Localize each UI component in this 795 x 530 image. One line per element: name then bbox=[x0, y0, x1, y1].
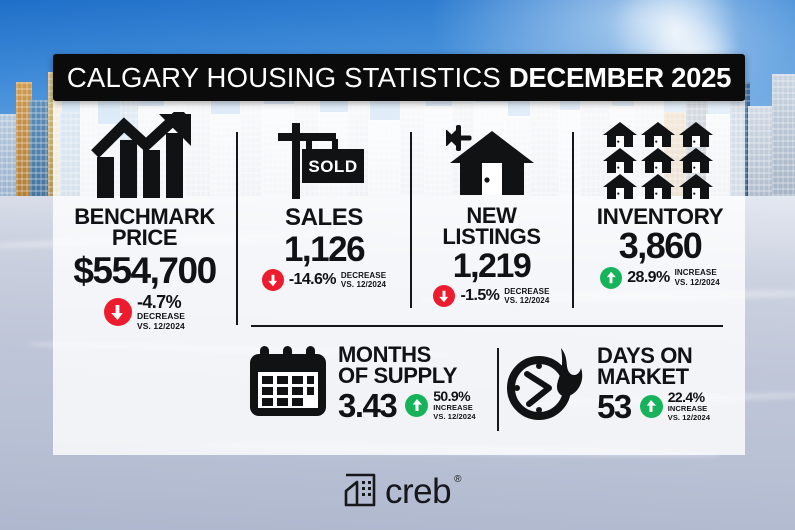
arrow-down-icon bbox=[261, 269, 284, 292]
title-bar: CALGARY HOUSING STATISTICS DECEMBER 2025 bbox=[53, 54, 745, 101]
title-main: CALGARY HOUSING STATISTICS bbox=[66, 61, 501, 93]
svg-text:SOLD: SOLD bbox=[308, 157, 357, 176]
sales-label: SALES bbox=[284, 204, 364, 231]
inventory-value: 3,860 bbox=[618, 225, 703, 267]
inventory-change-badge: 28.9% INCREASE VS. 12/2024 bbox=[576, 266, 744, 289]
registered-trademark-icon: ® bbox=[454, 474, 462, 485]
divider-vertical-sales bbox=[410, 132, 412, 308]
page-title: CALGARY HOUSING STATISTICS DECEMBER 2025 bbox=[66, 61, 732, 94]
creb-house-mark-icon bbox=[344, 473, 376, 512]
supply-value: 3.43 bbox=[338, 386, 398, 424]
inventory-change-pct: 28.9% bbox=[627, 268, 670, 286]
benchmark-change-vs: VS. 12/2024 bbox=[136, 320, 185, 331]
dom-label-line1: DAYS ON bbox=[597, 343, 693, 369]
benchmark-value: $554,700 bbox=[73, 249, 217, 291]
sold-sign-icon: SOLD bbox=[240, 120, 408, 202]
supply-label: MONTHS OF SUPPLY bbox=[338, 342, 496, 389]
bar-chart-arrow-up-icon bbox=[53, 108, 236, 200]
stat-sales: SOLD SALES 1,126 -14.6% DECREASE VS. 12/… bbox=[240, 120, 408, 292]
divider-vertical-listings bbox=[572, 132, 574, 308]
calendar-icon bbox=[248, 344, 328, 423]
inventory-label: INVENTORY bbox=[596, 204, 724, 229]
benchmark-change-pct: -4.7% bbox=[136, 291, 182, 312]
supply-change-badge: 50.9% INCREASE VS. 12/2024 bbox=[405, 388, 476, 421]
stat-benchmark-price: BENCHMARK PRICE $554,700 -4.7% DECREASE … bbox=[53, 108, 236, 331]
inventory-change-dir: INCREASE bbox=[674, 268, 717, 278]
new-listings-value: 1,219 bbox=[452, 246, 532, 285]
divider-vertical-benchmark bbox=[236, 132, 238, 325]
dom-label-line2: MARKET bbox=[597, 364, 689, 390]
sales-change-vs: VS. 12/2024 bbox=[340, 280, 387, 290]
flaming-clock-icon bbox=[505, 344, 589, 425]
arrow-down-icon bbox=[103, 298, 132, 327]
divider-horizontal bbox=[251, 325, 723, 327]
dom-change-vs: VS. 12/2024 bbox=[667, 412, 711, 422]
supply-label-line2: OF SUPPLY bbox=[338, 363, 458, 389]
title-month: DECEMBER 2025 bbox=[508, 61, 732, 93]
supply-label-line1: MONTHS bbox=[338, 342, 431, 368]
supply-change-pct: 50.9% bbox=[433, 388, 470, 405]
benchmark-change-dir: DECREASE bbox=[136, 310, 186, 321]
benchmark-change-badge: -4.7% DECREASE VS. 12/2024 bbox=[53, 293, 236, 332]
new-listings-label-line2: LISTINGS bbox=[442, 223, 541, 249]
benchmark-label-line2: PRICE bbox=[111, 224, 178, 250]
arrow-up-icon bbox=[600, 266, 623, 289]
benchmark-label: BENCHMARK PRICE bbox=[53, 204, 236, 250]
dom-change-dir: INCREASE bbox=[667, 404, 708, 414]
sales-value: 1,126 bbox=[283, 229, 366, 269]
stat-new-listings: NEW LISTINGS 1,219 -1.5% DECREASE VS. 12… bbox=[414, 120, 569, 308]
stat-inventory: INVENTORY 3,860 28.9% INCREASE VS. 12/20… bbox=[576, 120, 744, 289]
dom-label: DAYS ON MARKET bbox=[597, 343, 740, 390]
new-house-sparkle-icon bbox=[414, 120, 569, 202]
dom-change-pct: 22.4% bbox=[667, 389, 705, 406]
dom-change-badge: 22.4% INCREASE VS. 12/2024 bbox=[639, 389, 711, 422]
new-listings-change-dir: DECREASE bbox=[504, 286, 550, 296]
new-listings-label: NEW LISTINGS bbox=[414, 203, 569, 249]
supply-change-vs: VS. 12/2024 bbox=[433, 411, 476, 421]
creb-wordmark: creb ® bbox=[384, 472, 462, 512]
sales-change-dir: DECREASE bbox=[340, 270, 387, 280]
creb-logo: creb ® bbox=[0, 472, 795, 512]
arrow-down-icon bbox=[433, 285, 456, 308]
dom-value: 53 bbox=[597, 387, 632, 425]
stat-months-of-supply: MONTHS OF SUPPLY 3.43 50.9% INCREASE VS.… bbox=[248, 344, 496, 423]
nine-houses-grid-icon bbox=[576, 120, 744, 202]
inventory-change-vs: VS. 12/2024 bbox=[674, 277, 720, 287]
new-listings-label-line1: NEW bbox=[466, 203, 517, 228]
new-listings-change-vs: VS. 12/2024 bbox=[504, 296, 550, 306]
new-listings-change-badge: -1.5% DECREASE VS. 12/2024 bbox=[414, 285, 569, 308]
divider-vertical-supply bbox=[497, 348, 499, 431]
sales-change-badge: -14.6% DECREASE VS. 12/2024 bbox=[240, 269, 408, 292]
benchmark-label-line1: BENCHMARK bbox=[74, 204, 215, 229]
sales-change-pct: -14.6% bbox=[288, 271, 337, 289]
new-listings-change-pct: -1.5% bbox=[460, 287, 500, 305]
arrow-up-icon bbox=[639, 394, 663, 418]
creb-brand-text: creb bbox=[384, 472, 452, 511]
stat-days-on-market: DAYS ON MARKET 53 22.4% INCREASE VS. 12/… bbox=[505, 344, 740, 425]
supply-change-dir: INCREASE bbox=[433, 403, 473, 413]
arrow-up-icon bbox=[405, 393, 429, 417]
